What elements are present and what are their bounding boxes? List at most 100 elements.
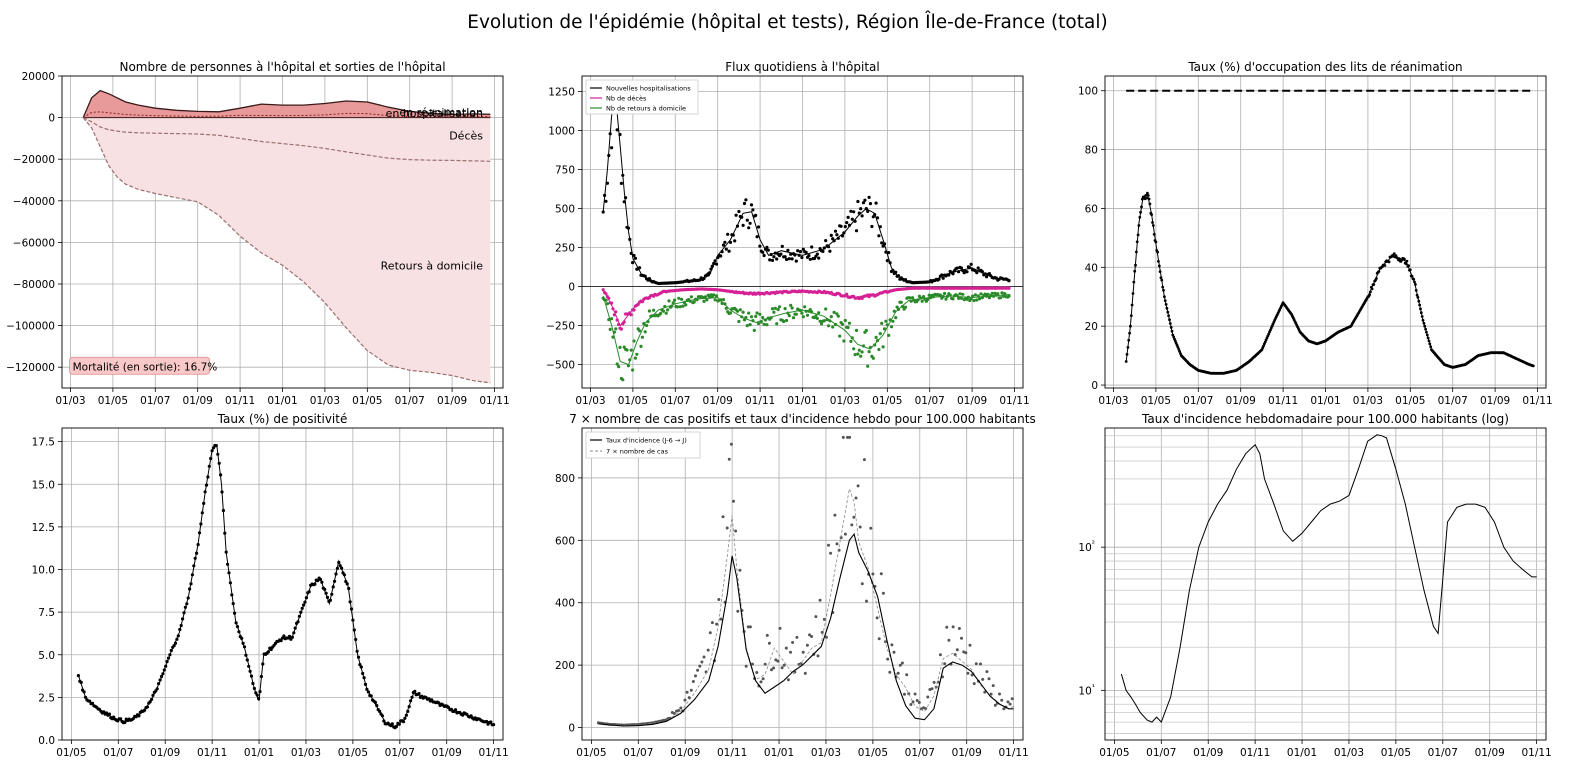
data-point	[789, 252, 793, 256]
chart-title: Taux (%) de positivité	[217, 412, 348, 426]
legend: Nouvelles hospitalisations Nb de décès Nb …	[585, 79, 699, 115]
data-point	[1145, 196, 1148, 200]
data-point	[786, 678, 790, 682]
x-tick-label: 01/05	[1381, 747, 1411, 759]
data-point	[930, 687, 934, 691]
data-point	[318, 577, 323, 582]
data-point	[829, 315, 833, 319]
y-tick-label: 250	[555, 243, 575, 255]
data-point	[150, 697, 154, 702]
data-point	[209, 456, 213, 461]
label-deces: Décès	[449, 129, 483, 142]
data-point	[610, 146, 614, 150]
x-tick-label: 01/05	[338, 747, 368, 759]
x-tick-label: 01/03	[291, 747, 321, 759]
x-tick-label: 01/07	[1183, 395, 1213, 407]
data-point	[605, 181, 610, 185]
data-point	[304, 596, 308, 600]
data-point	[947, 638, 951, 642]
data-point	[636, 302, 640, 306]
data-point	[797, 253, 801, 257]
data-point	[825, 318, 829, 322]
data-point	[754, 213, 758, 217]
data-point	[882, 327, 887, 331]
data-point	[202, 501, 206, 505]
y-tick-label: 10¹	[1078, 682, 1095, 697]
x-tick-label: 01/01	[787, 395, 817, 407]
data-point	[821, 249, 825, 253]
data-point	[1135, 240, 1139, 244]
data-point	[765, 633, 769, 637]
data-point	[233, 611, 237, 615]
data-point	[841, 435, 845, 439]
data-point	[983, 690, 987, 694]
data-point	[744, 664, 748, 668]
data-point	[1422, 321, 1426, 325]
x-tick-label: 01/01	[1287, 747, 1317, 759]
data-point	[105, 711, 109, 715]
data-point	[886, 657, 890, 661]
series-line	[602, 99, 1011, 285]
data-point	[356, 655, 361, 659]
data-point	[824, 307, 828, 311]
data-point	[719, 254, 723, 258]
data-point	[801, 650, 805, 654]
x-tick-label: 01/11	[745, 395, 775, 407]
data-point	[1148, 202, 1152, 206]
data-point	[742, 318, 747, 322]
x-tick-label: 01/05	[1395, 395, 1425, 407]
data-point	[824, 635, 828, 639]
data-point	[706, 648, 710, 652]
data-point	[985, 670, 989, 674]
data-point	[659, 311, 663, 316]
data-point	[980, 296, 985, 300]
data-point	[618, 132, 622, 137]
data-point	[741, 310, 745, 314]
data-point	[948, 293, 952, 297]
data-point	[454, 708, 458, 712]
data-point	[1370, 287, 1374, 291]
scatter-points	[596, 435, 1014, 727]
data-point	[761, 250, 765, 254]
data-point	[1156, 250, 1159, 254]
data-point	[1165, 306, 1169, 310]
data-point	[881, 591, 885, 595]
y-tick-label: 500	[555, 204, 575, 216]
x-tick-label: 01/05	[618, 395, 648, 407]
data-point	[148, 700, 152, 704]
data-point	[695, 298, 699, 302]
data-point	[796, 249, 800, 253]
data-point	[981, 677, 985, 681]
y-tick-label: 0	[568, 723, 575, 735]
y-tick-label: 60	[1085, 203, 1098, 215]
data-point	[908, 296, 912, 300]
data-point	[765, 245, 769, 249]
legend-label: 7 × nombre de cas	[606, 448, 669, 456]
scatter-points	[601, 286, 1011, 331]
data-point	[793, 253, 797, 257]
data-point	[299, 610, 303, 614]
data-point	[358, 663, 362, 667]
data-point	[1001, 294, 1006, 298]
y-tick-label: 1000	[548, 126, 575, 138]
data-point	[972, 682, 976, 686]
data-point	[625, 348, 629, 352]
data-point	[217, 461, 221, 465]
data-point	[843, 532, 847, 536]
data-point	[647, 309, 652, 313]
data-point	[1414, 289, 1418, 292]
data-point	[362, 676, 366, 680]
data-point	[778, 626, 782, 630]
data-point	[390, 722, 394, 726]
data-point	[866, 209, 870, 213]
x-tick-label: 01/07	[1146, 747, 1176, 759]
data-point	[247, 664, 251, 668]
data-point	[937, 277, 941, 281]
data-point	[617, 365, 621, 369]
data-point	[344, 579, 348, 584]
data-point	[1140, 205, 1143, 209]
data-point	[713, 298, 717, 302]
data-point	[1414, 283, 1417, 286]
data-point	[151, 693, 155, 698]
data-point	[1128, 331, 1131, 335]
